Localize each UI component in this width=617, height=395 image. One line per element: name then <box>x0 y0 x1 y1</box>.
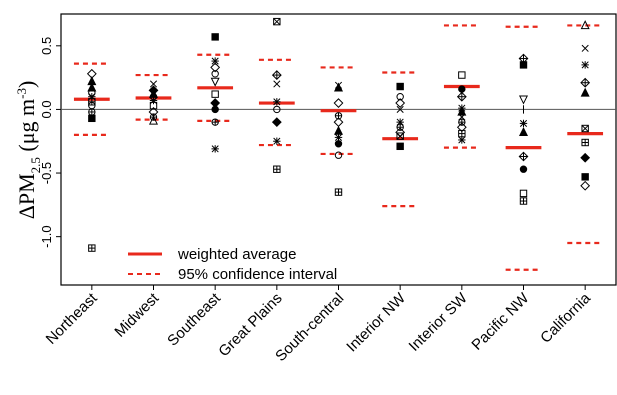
point-interior-nw-8 <box>396 132 404 140</box>
point-great-plains-1 <box>273 17 281 26</box>
point-pacific-nw-3 <box>518 95 529 105</box>
point-pacific-nw-8 <box>519 165 528 173</box>
point-south-central-7 <box>334 133 343 142</box>
point-interior-nw-6 <box>396 123 404 131</box>
point-great-plains-5 <box>273 105 281 114</box>
x-tick-label-northeast: Northeast <box>43 289 102 348</box>
y-tick-label: 0.0 <box>39 100 54 118</box>
point-southeast-2 <box>211 57 219 65</box>
y-axis: 0.5 0.0 -0.5 -1.0 <box>39 37 61 248</box>
point-interior-nw-1 <box>396 82 404 91</box>
point-pacific-nw-10 <box>519 197 528 205</box>
point-northeast-8 <box>88 108 96 116</box>
point-south-central-2 <box>333 82 344 92</box>
point-california-8 <box>580 152 591 163</box>
point-california-5 <box>580 87 590 97</box>
point-great-plains-2 <box>271 70 282 80</box>
point-california-4 <box>580 77 591 88</box>
data-points <box>86 17 591 252</box>
point-south-central-6 <box>333 125 344 135</box>
point-california-2 <box>581 44 589 52</box>
point-california-6 <box>581 124 589 133</box>
point-pacific-nw-5 <box>519 119 528 128</box>
legend-label-confidence-interval: 95% confidence interval <box>178 266 337 283</box>
point-south-central-10 <box>334 188 343 196</box>
point-interior-nw-9 <box>396 142 404 151</box>
point-southeast-9 <box>211 118 219 126</box>
point-california-10 <box>580 180 591 191</box>
point-great-plains-6 <box>271 117 282 128</box>
x-tick-label-interior-sw: Interior SW <box>406 289 472 355</box>
point-south-central-9 <box>334 151 343 159</box>
legend: weighted average 95% confidence interval <box>128 246 337 283</box>
point-southeast-10 <box>211 145 219 153</box>
point-southeast-6 <box>211 90 219 98</box>
point-pacific-nw-2 <box>519 61 528 69</box>
point-pacific-nw-7 <box>518 151 529 162</box>
point-southeast-5 <box>210 77 220 87</box>
point-southeast-3 <box>210 62 221 73</box>
point-interior-sw-10 <box>458 136 466 144</box>
x-tick-label-midwest: Midwest <box>111 289 163 341</box>
point-midwest-1 <box>149 80 158 88</box>
point-northeast-9 <box>88 114 96 123</box>
confidence-intervals <box>73 24 604 271</box>
x-tick-label-southeast: Southeast <box>164 289 224 349</box>
y-tick-label: 0.5 <box>39 37 54 55</box>
point-south-central-8 <box>334 140 343 148</box>
point-northeast-3 <box>87 82 97 92</box>
point-northeast-10 <box>88 244 96 252</box>
point-great-plains-7 <box>273 137 281 145</box>
point-midwest-5 <box>149 96 158 105</box>
point-pacific-nw-6 <box>518 127 529 137</box>
point-interior-sw-7 <box>458 118 466 126</box>
point-interior-sw-5 <box>457 106 467 116</box>
point-interior-nw-2 <box>396 92 404 101</box>
point-pacific-nw-9 <box>519 189 528 198</box>
y-tick-label: -0.5 <box>39 162 54 184</box>
point-interior-sw-3 <box>456 91 467 102</box>
point-southeast-8 <box>211 105 219 114</box>
y-tick-label: -1.0 <box>39 225 54 247</box>
point-midwest-9 <box>148 115 159 125</box>
point-interior-sw-9 <box>458 129 466 138</box>
point-south-central-3 <box>333 98 344 108</box>
x-tick-label-california: California <box>537 289 594 346</box>
point-great-plains-8 <box>273 165 281 173</box>
point-california-7 <box>581 138 589 147</box>
x-tick-label-pacific-nw: Pacific NW <box>468 289 532 353</box>
point-interior-sw-1 <box>458 71 466 79</box>
point-midwest-6 <box>149 101 158 110</box>
legend-label-weighted-average: weighted average <box>177 246 296 263</box>
point-southeast-4 <box>211 70 219 78</box>
weighted-averages <box>73 84 604 150</box>
point-interior-nw-4 <box>396 105 404 113</box>
plot-frame <box>60 13 617 286</box>
point-california-9 <box>581 173 589 181</box>
point-great-plains-3 <box>273 80 281 88</box>
point-california-1 <box>580 20 590 30</box>
point-great-plains-4 <box>273 98 281 106</box>
point-southeast-1 <box>211 33 219 41</box>
y-axis-title: ΔPM2.5 (μg m-3) <box>14 81 43 220</box>
point-northeast-6 <box>88 98 96 106</box>
point-california-3 <box>581 61 589 69</box>
point-interior-nw-3 <box>395 98 406 108</box>
x-tick-label-interior-nw: Interior NW <box>343 289 409 355</box>
point-interior-sw-2 <box>458 85 466 93</box>
